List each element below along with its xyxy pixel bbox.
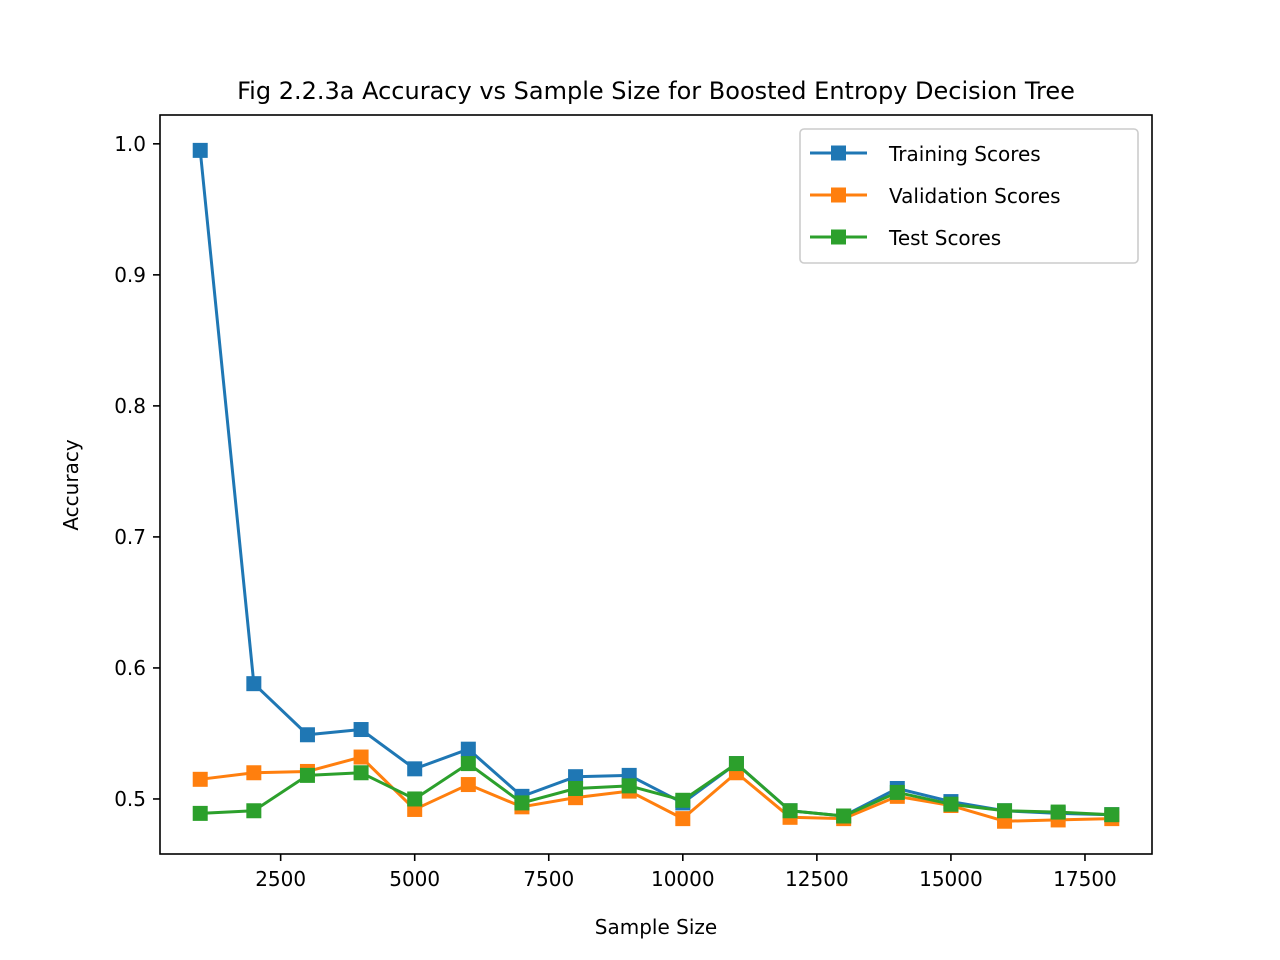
legend-item: Test Scores <box>810 226 1001 250</box>
legend-marker <box>831 145 846 161</box>
x-axis-ticks: 2500 5000 7500 10000 12500 15000 17500 <box>255 854 1117 891</box>
data-point <box>943 796 959 812</box>
series-line <box>200 762 1112 818</box>
x-tick-label: 7500 <box>523 867 574 891</box>
data-point <box>836 808 852 824</box>
data-point <box>782 803 798 819</box>
series-layer <box>192 142 1120 829</box>
data-point <box>192 805 208 821</box>
data-point <box>192 142 208 158</box>
data-point <box>997 803 1013 819</box>
data-point <box>568 780 584 796</box>
data-point <box>514 795 530 811</box>
data-point <box>728 756 744 772</box>
series-line <box>200 755 1112 823</box>
x-tick-label: 15000 <box>919 867 983 891</box>
legend-marker <box>831 229 846 245</box>
data-point <box>407 761 423 777</box>
x-tick-label: 12500 <box>785 867 849 891</box>
legend-item: Training Scores <box>810 142 1041 166</box>
y-tick-label: 0.8 <box>114 394 146 418</box>
y-tick-label: 1.0 <box>114 132 146 156</box>
plot-frame <box>159 114 1153 855</box>
data-point <box>192 771 208 787</box>
y-tick-label: 0.5 <box>114 787 146 811</box>
x-tick-label: 17500 <box>1053 867 1117 891</box>
y-tick-label: 0.9 <box>114 263 146 287</box>
chart-title: Fig 2.2.3a Accuracy vs Sample Size for B… <box>237 77 1075 105</box>
data-point <box>353 765 369 781</box>
legend-label: Validation Scores <box>889 184 1061 208</box>
x-tick-label: 2500 <box>255 867 306 891</box>
data-point <box>460 756 476 772</box>
data-point <box>246 676 262 692</box>
y-tick-label: 0.7 <box>114 525 146 549</box>
legend: Training Scores Validation Scores Test Sco… <box>799 128 1139 264</box>
data-point <box>1104 807 1120 823</box>
data-point <box>1050 804 1066 820</box>
x-axis-label: Sample Size <box>595 915 717 939</box>
legend-label: Test Scores <box>888 226 1001 250</box>
x-tick-label: 10000 <box>651 867 715 891</box>
legend-box <box>799 128 1139 264</box>
legend-label: Training Scores <box>888 142 1041 166</box>
data-point <box>675 792 691 808</box>
legend-marker <box>831 187 846 203</box>
data-point <box>246 765 262 781</box>
data-point <box>460 777 476 793</box>
data-point <box>889 784 905 800</box>
x-tick-label: 5000 <box>389 867 440 891</box>
data-point <box>568 769 584 785</box>
series-test-scores <box>192 756 1120 824</box>
y-axis-ticks: 0.5 0.6 0.7 0.8 0.9 1.0 <box>114 132 160 811</box>
data-point <box>246 803 262 819</box>
data-point <box>299 767 315 783</box>
data-point <box>621 778 637 794</box>
data-point <box>353 749 369 765</box>
y-axis-label: Accuracy <box>59 439 83 530</box>
series-line <box>198 150 1112 818</box>
legend-item: Validation Scores <box>810 184 1061 208</box>
data-point <box>407 791 423 807</box>
data-point <box>353 722 369 738</box>
data-point <box>299 727 315 743</box>
data-point <box>460 741 476 757</box>
data-point <box>675 811 691 827</box>
y-tick-label: 0.6 <box>114 656 146 680</box>
